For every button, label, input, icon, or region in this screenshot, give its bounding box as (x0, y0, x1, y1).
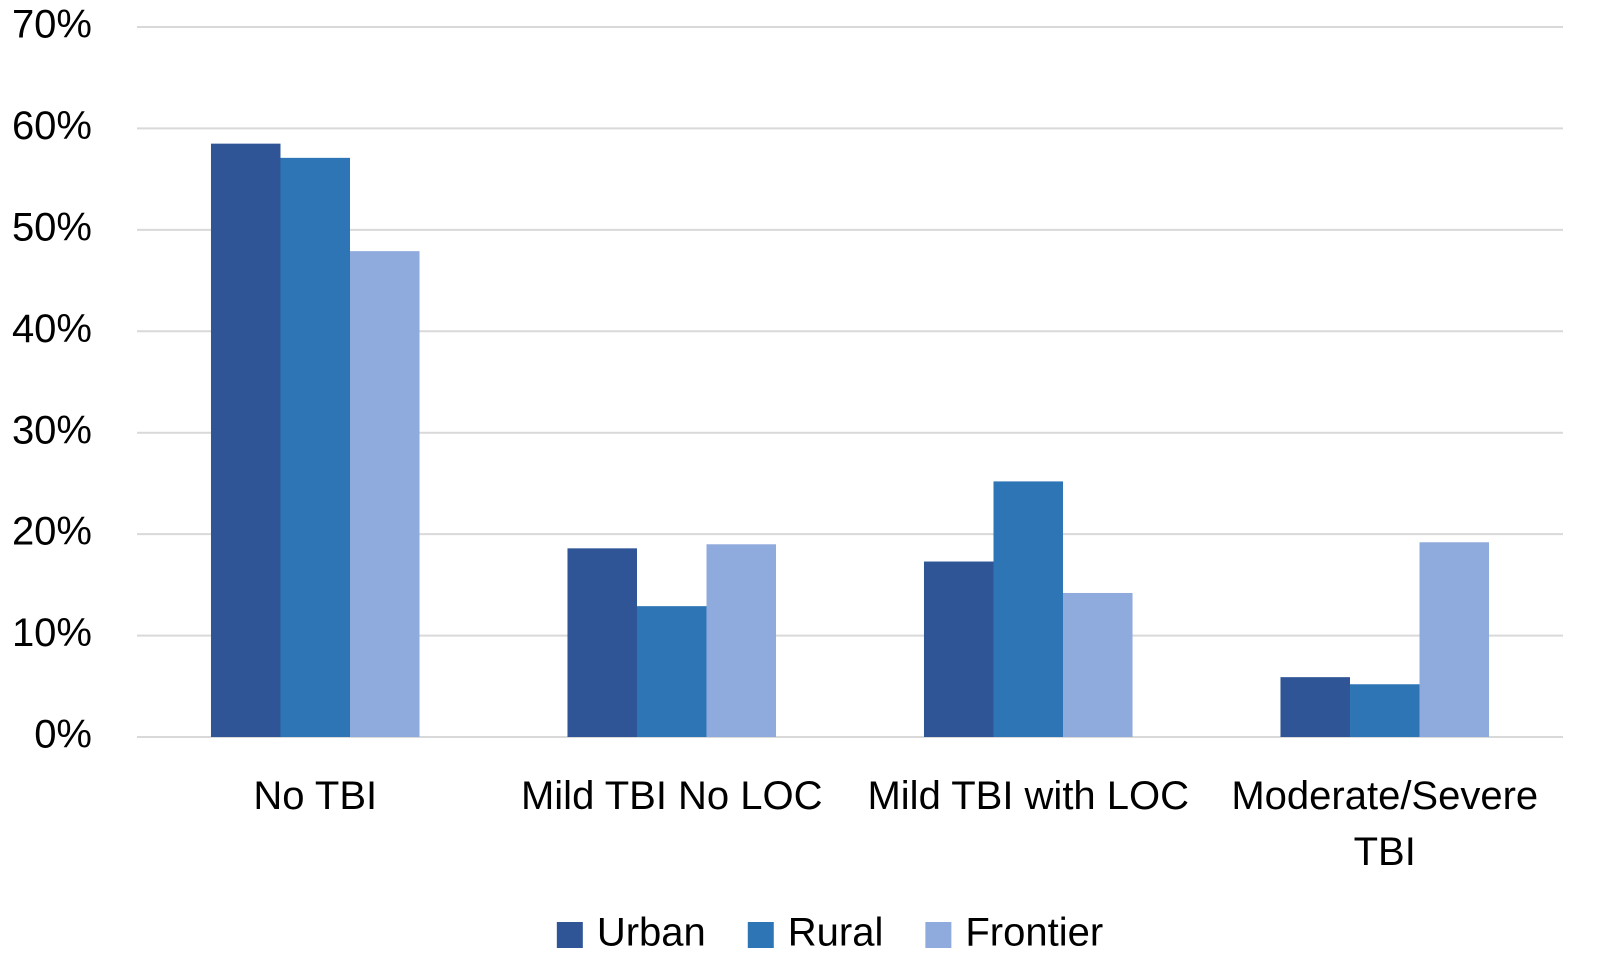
x-tick-label: No TBI (253, 774, 378, 818)
bar (350, 251, 420, 737)
legend-label: Frontier (965, 911, 1103, 955)
x-tick-label: Moderate/Severe TBI (1231, 774, 1539, 874)
bar (280, 157, 351, 738)
legend-label: Rural (788, 911, 884, 955)
bar (706, 544, 777, 737)
x-tick-label: Mild TBI with LOC (867, 774, 1190, 818)
bar (210, 143, 281, 738)
legend-swatch (747, 922, 774, 948)
bar (993, 481, 1064, 737)
bar (1280, 677, 1350, 737)
y-tick-label: 10% (12, 611, 92, 655)
y-tick-label: 60% (12, 104, 92, 148)
y-tick-label: 30% (12, 408, 92, 452)
x-tick-label: Mild TBI No LOC (520, 774, 823, 818)
bar (636, 606, 707, 737)
bar (923, 561, 994, 737)
y-tick-label: 70% (12, 3, 92, 47)
bar (567, 548, 637, 737)
y-tick-label: 40% (12, 307, 92, 351)
legend-swatch (925, 922, 952, 948)
y-tick-label: 0% (34, 713, 92, 757)
y-tick-label: 50% (12, 205, 92, 249)
bar (1063, 592, 1133, 737)
y-tick-label: 20% (12, 510, 92, 554)
legend-label: Urban (597, 911, 706, 955)
bar (1349, 684, 1420, 737)
bar (1419, 542, 1490, 737)
legend-swatch (556, 922, 583, 948)
